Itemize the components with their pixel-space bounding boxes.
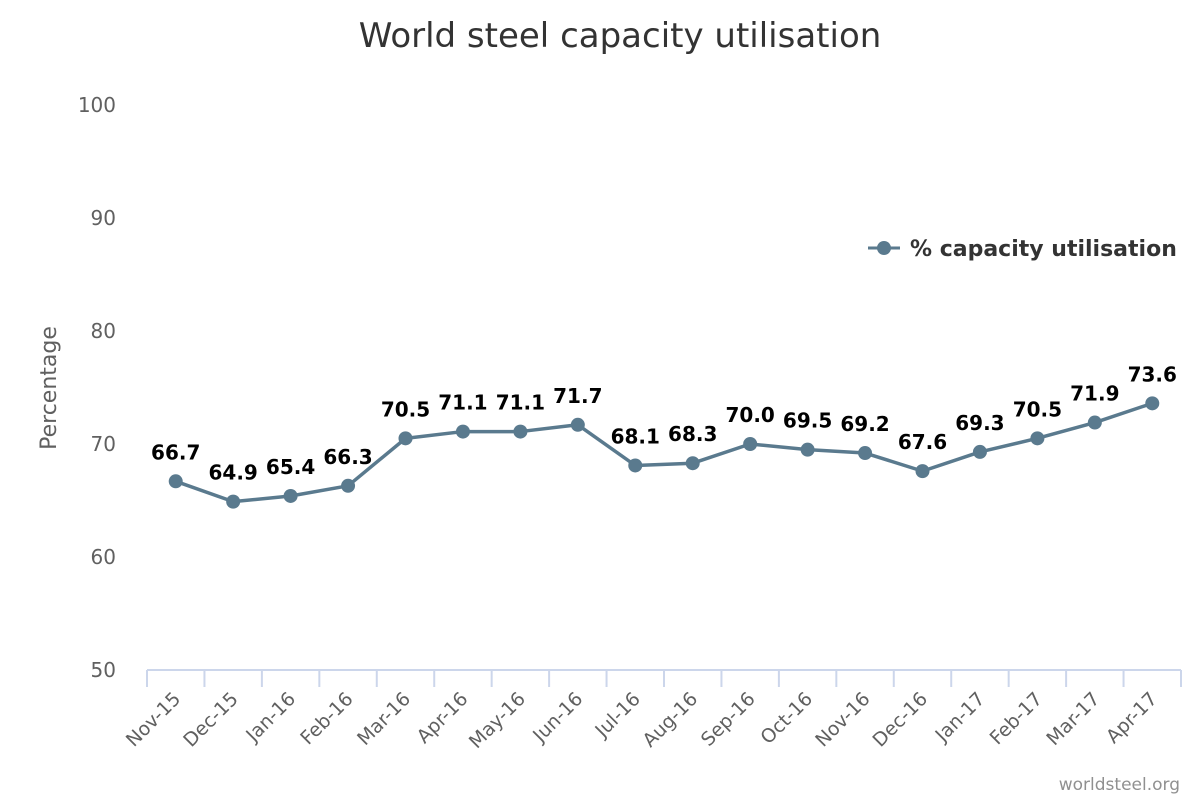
x-tick-label: Feb-17	[986, 688, 1047, 749]
x-tick-label: Nov-15	[122, 688, 185, 751]
data-point[interactable]	[1145, 396, 1160, 411]
data-label: 71.7	[553, 384, 602, 408]
data-point[interactable]	[858, 446, 873, 461]
data-label: 69.2	[840, 412, 889, 436]
x-tick-label: Jul-16	[590, 688, 644, 742]
data-label: 71.9	[1070, 382, 1119, 406]
x-tick-label: May-16	[465, 688, 530, 753]
x-tick-label: Oct-16	[756, 688, 817, 749]
data-point[interactable]	[628, 458, 643, 473]
y-tick-label: 100	[78, 93, 116, 117]
x-tick-label: Dec-15	[179, 688, 243, 752]
data-point[interactable]	[341, 478, 356, 493]
y-tick-label: 70	[91, 432, 116, 456]
y-axis-label: Percentage	[37, 326, 62, 450]
x-tick-label: Dec-16	[869, 688, 933, 752]
x-tick-label: Mar-17	[1042, 688, 1104, 750]
x-tick-label: Jan-17	[931, 688, 990, 747]
legend-label: % capacity utilisation	[910, 237, 1177, 262]
x-tick-label: Apr-17	[1102, 688, 1162, 748]
y-tick-label: 60	[91, 545, 116, 569]
data-point[interactable]	[1087, 415, 1102, 430]
x-tick-label: Nov-16	[811, 688, 874, 751]
x-tick-label: Sep-16	[697, 688, 760, 751]
data-label: 68.1	[611, 424, 660, 448]
data-label: 69.3	[955, 411, 1004, 435]
data-label: 70.5	[1013, 397, 1062, 421]
chart-title: World steel capacity utilisation	[359, 16, 882, 56]
data-label: 64.9	[208, 461, 257, 485]
data-label: 70.0	[725, 403, 774, 427]
data-label: 66.7	[151, 440, 200, 464]
legend[interactable]: % capacity utilisation	[868, 237, 1177, 262]
data-label: 68.3	[668, 422, 717, 446]
x-tick-label: Jun-16	[528, 688, 587, 747]
data-point[interactable]	[398, 431, 413, 446]
data-point[interactable]	[513, 424, 528, 439]
x-tick-label: Apr-16	[413, 688, 473, 748]
plot-area: 66.7 64.9 65.4 66.3 70.5 71.1 71.1 71.7 68.1 68.3…	[151, 362, 1177, 509]
y-tick-label: 50	[91, 658, 116, 682]
data-label: 73.6	[1128, 362, 1177, 386]
data-label: 71.1	[438, 391, 487, 415]
data-point[interactable]	[743, 437, 758, 451]
data-label: 66.3	[323, 445, 372, 469]
y-tick-label: 90	[91, 206, 116, 230]
data-point[interactable]	[283, 488, 298, 503]
data-point[interactable]	[226, 494, 241, 509]
legend-marker	[877, 241, 891, 255]
data-label: 71.1	[496, 391, 545, 415]
data-label: 69.5	[783, 409, 832, 433]
data-point[interactable]	[915, 464, 930, 479]
series-line	[175, 401, 1153, 504]
data-point[interactable]	[800, 442, 815, 457]
data-point[interactable]	[168, 474, 183, 489]
data-point[interactable]	[972, 444, 987, 459]
x-tick-label: Mar-16	[353, 688, 415, 750]
x-tick-label: Aug-16	[639, 688, 703, 752]
data-point[interactable]	[455, 424, 470, 439]
y-tick-label: 80	[91, 319, 116, 343]
data-point[interactable]	[1030, 431, 1045, 446]
x-tick-label: Jan-16	[241, 688, 300, 747]
data-label: 67.6	[898, 430, 947, 454]
data-label: 70.5	[381, 397, 430, 421]
data-point[interactable]	[685, 456, 700, 471]
x-tick-label: Feb-16	[296, 688, 357, 749]
y-axis: 50 60 70 80 90 100	[78, 93, 116, 682]
credit-text[interactable]: worldsteel.org	[1059, 775, 1180, 795]
data-label: 65.4	[266, 455, 315, 479]
data-point[interactable]	[570, 417, 585, 432]
